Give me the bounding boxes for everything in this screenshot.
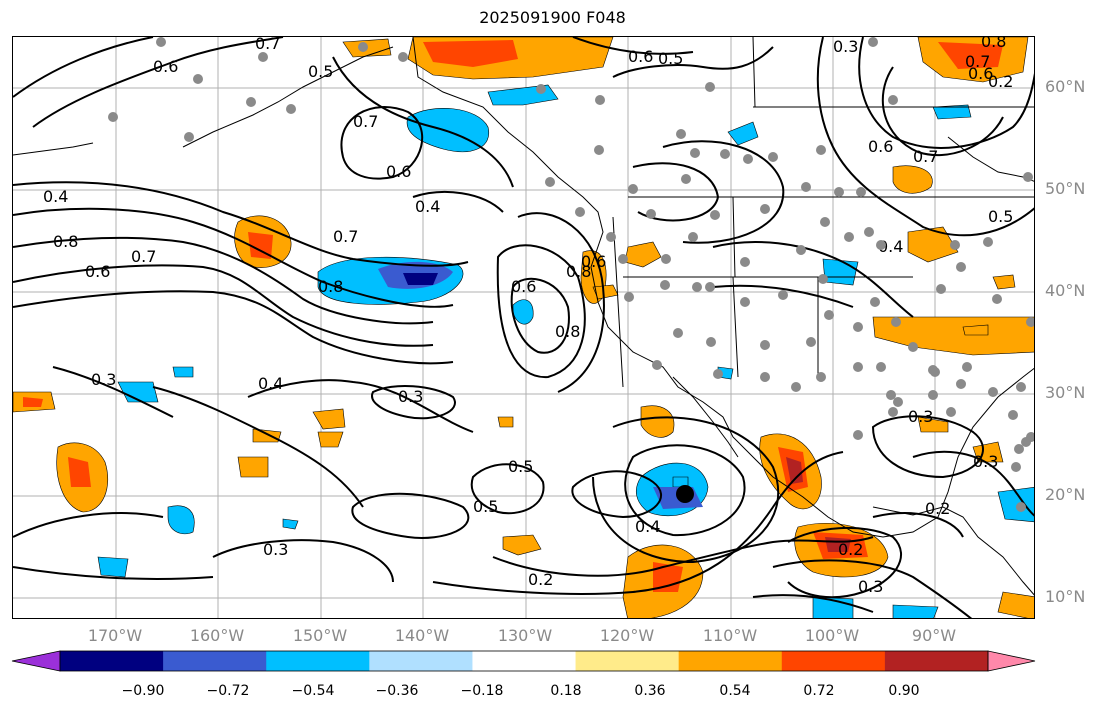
contour-label: 0.8 bbox=[981, 37, 1006, 51]
lon-label: 120°W bbox=[599, 626, 655, 645]
contour-label: 0.8 bbox=[53, 232, 78, 251]
contour-label: 0.6 bbox=[386, 162, 411, 181]
contour-label: 0.2 bbox=[925, 499, 950, 518]
contour-lines bbox=[13, 37, 1034, 618]
contour-label: 0.6 bbox=[581, 252, 606, 271]
contour-label: 0.6 bbox=[968, 64, 993, 83]
lat-label: 30°N bbox=[1045, 383, 1086, 402]
storm-center-marker bbox=[676, 485, 694, 503]
colorbar-segment bbox=[369, 651, 473, 671]
station-dots bbox=[108, 37, 1034, 512]
colorbar-tick: 0.72 bbox=[803, 683, 835, 699]
contour-label: 0.2 bbox=[528, 570, 553, 589]
colorbar-segments bbox=[60, 651, 989, 671]
colorbar-tick: −0.72 bbox=[206, 683, 250, 699]
contour-label: 0.5 bbox=[308, 62, 333, 81]
contour-label: 0.6 bbox=[85, 262, 110, 281]
colorbar-tick: 0.90 bbox=[888, 683, 920, 699]
colorbar-segment bbox=[266, 651, 370, 671]
gridlines bbox=[13, 37, 1034, 618]
colorbar-segment bbox=[884, 651, 989, 671]
lat-label: 20°N bbox=[1045, 485, 1086, 504]
contour-label: 0.8 bbox=[318, 277, 343, 296]
colorbar-segment bbox=[781, 651, 886, 671]
contour-label: 0.6 bbox=[511, 277, 536, 296]
map-canvas: 0.6 0.7 0.5 0.6 0.5 0.3 0.8 0.7 0.6 0.7 … bbox=[13, 37, 1034, 618]
lat-label: 50°N bbox=[1045, 179, 1086, 198]
contour-label: 0.4 bbox=[258, 374, 283, 393]
contour-label: 0.3 bbox=[263, 540, 288, 559]
contour-label: 0.3 bbox=[908, 407, 933, 426]
lon-label: 100°W bbox=[804, 626, 860, 645]
contour-label: 0.3 bbox=[398, 387, 423, 406]
colorbar-tick: 0.18 bbox=[550, 683, 582, 699]
lon-label: 150°W bbox=[292, 626, 348, 645]
colorbar-tick: 0.54 bbox=[719, 683, 751, 699]
contour-label: 0.2 bbox=[988, 72, 1013, 91]
colorbar-tick: −0.18 bbox=[460, 683, 504, 699]
lon-label: 110°W bbox=[702, 626, 758, 645]
contour-label: 0.3 bbox=[833, 37, 858, 56]
colorbar-extend-high bbox=[987, 650, 1036, 672]
contour-label: 0.2 bbox=[838, 540, 863, 559]
lon-label: 130°W bbox=[497, 626, 553, 645]
colorbar-tick: −0.90 bbox=[121, 683, 165, 699]
contour-label: 0.7 bbox=[255, 37, 280, 53]
contour-label: 0.3 bbox=[91, 370, 116, 389]
contour-label: 0.4 bbox=[415, 197, 440, 216]
contour-label: 0.7 bbox=[131, 247, 156, 266]
contour-label: 0.8 bbox=[566, 262, 591, 281]
lon-label: 140°W bbox=[394, 626, 450, 645]
contour-label: 0.7 bbox=[913, 147, 938, 166]
contour-label: 0.5 bbox=[508, 457, 533, 476]
colorbar-extend-low bbox=[11, 650, 61, 672]
colorbar-segment bbox=[163, 651, 267, 671]
contour-label: 0.4 bbox=[43, 187, 68, 206]
contour-label: 0.7 bbox=[965, 52, 990, 71]
contour-label: 0.5 bbox=[473, 497, 498, 516]
contour-label: 0.3 bbox=[973, 452, 998, 471]
map-title: 2025091900 F048 bbox=[479, 8, 626, 27]
lat-label: 10°N bbox=[1045, 587, 1086, 606]
colorbar-segment bbox=[678, 651, 783, 671]
lat-label: 60°N bbox=[1045, 77, 1086, 96]
contour-label: 0.7 bbox=[333, 227, 358, 246]
contour-label: 0.5 bbox=[658, 49, 683, 68]
contour-labels: 0.6 0.7 0.5 0.6 0.5 0.3 0.8 0.7 0.6 0.7 … bbox=[43, 37, 1013, 596]
contour-label: 0.8 bbox=[555, 322, 580, 341]
contour-label: 0.6 bbox=[153, 57, 178, 76]
contour-label: 0.3 bbox=[858, 577, 883, 596]
lat-label: 40°N bbox=[1045, 281, 1086, 300]
contour-label: 0.6 bbox=[628, 47, 653, 66]
colorbar-tick: −0.36 bbox=[375, 683, 419, 699]
colorbar-segment bbox=[60, 651, 164, 671]
lon-label: 160°W bbox=[189, 626, 245, 645]
colorbar-segment bbox=[575, 651, 680, 671]
contour-label: 0.4 bbox=[635, 517, 660, 536]
contour-label: 0.6 bbox=[868, 137, 893, 156]
colorbar-tick: 0.36 bbox=[634, 683, 666, 699]
colorbar-tick: −0.54 bbox=[291, 683, 335, 699]
contour-label: 0.7 bbox=[353, 112, 378, 131]
lon-label: 170°W bbox=[87, 626, 143, 645]
colorbar bbox=[11, 650, 1036, 672]
colorbar-segment bbox=[472, 651, 577, 671]
map-panel: 0.6 0.7 0.5 0.6 0.5 0.3 0.8 0.7 0.6 0.7 … bbox=[12, 36, 1035, 619]
lon-label: 90°W bbox=[911, 626, 957, 645]
contour-label: 0.5 bbox=[988, 207, 1013, 226]
